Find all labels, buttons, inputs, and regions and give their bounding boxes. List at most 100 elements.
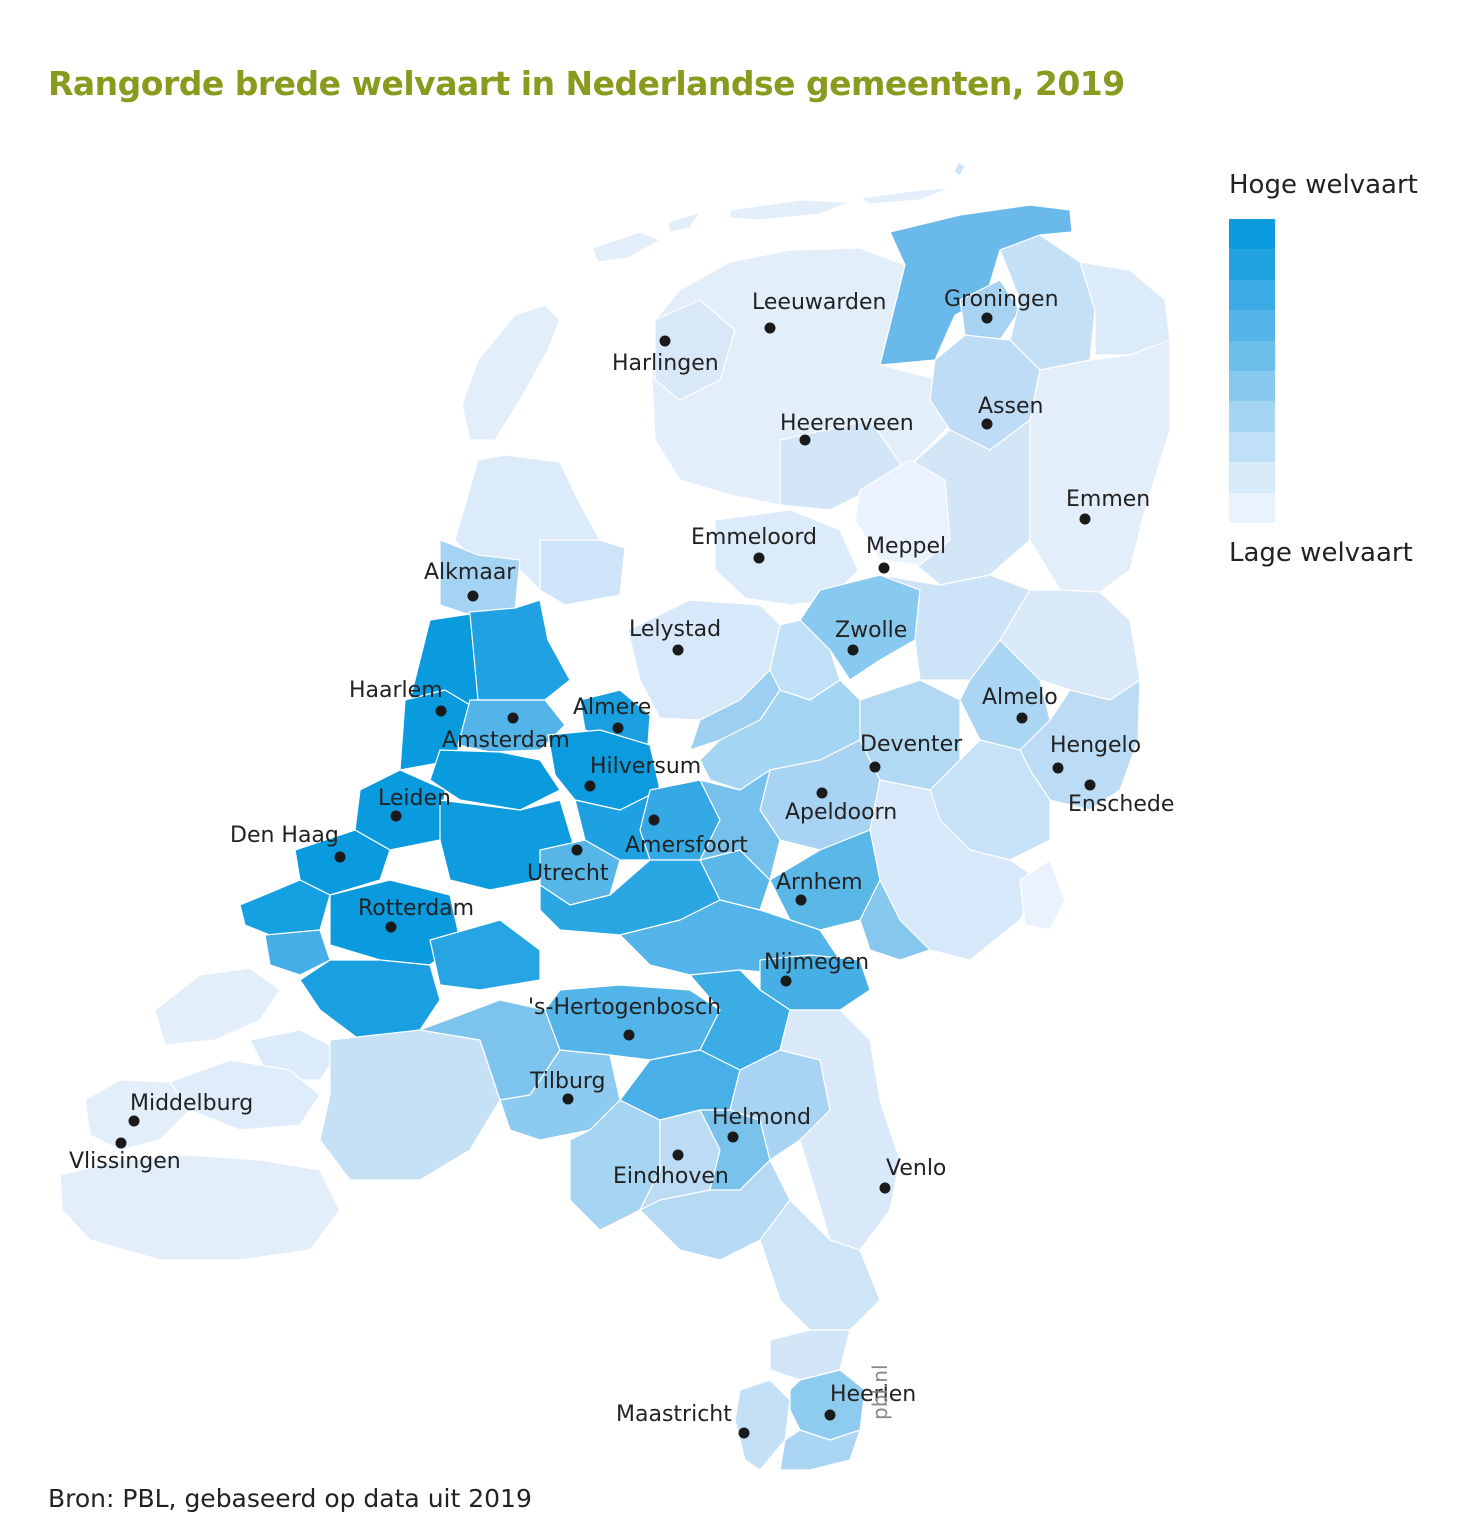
city-assen: Assen bbox=[978, 394, 1043, 430]
region-achterhoek-east bbox=[1019, 859, 1066, 931]
city-amersfoort: Amersfoort bbox=[625, 814, 748, 858]
city-arnhem: Arnhem bbox=[776, 870, 863, 906]
city-dot-assen bbox=[981, 418, 993, 430]
city-dot-arnhem bbox=[795, 894, 807, 906]
region-west-brabant bbox=[319, 1029, 501, 1181]
legend-step-4 bbox=[1229, 310, 1275, 341]
city-label-alkmaar: Alkmaar bbox=[424, 560, 516, 585]
region-drechtsteden bbox=[429, 919, 541, 991]
region-drenthe-west bbox=[854, 459, 951, 566]
region-shapes bbox=[59, 161, 1171, 1471]
city-almere: Almere bbox=[573, 695, 651, 734]
city-label-venlo: Venlo bbox=[886, 1156, 946, 1181]
region-ede bbox=[699, 769, 781, 881]
legend-low-label: Lage welvaart bbox=[1229, 538, 1413, 568]
city-label-haarlem: Haarlem bbox=[349, 678, 443, 703]
legend-step-3 bbox=[1229, 279, 1275, 311]
legend-step-1 bbox=[1229, 219, 1275, 250]
city-markers: Leeuwarden Groningen Harlingen Assen Heerenv… bbox=[69, 287, 1174, 1439]
city-label-tilburg: Tilburg bbox=[529, 1069, 606, 1094]
city-amsterdam: Amsterdam bbox=[442, 712, 570, 753]
city-maastricht: Maastricht bbox=[616, 1402, 750, 1439]
region-amstelland bbox=[429, 749, 561, 811]
region-drenthe-east bbox=[1029, 339, 1171, 593]
city-helmond: Helmond bbox=[712, 1105, 811, 1143]
city-label-meppel: Meppel bbox=[866, 534, 946, 559]
city-label-amsterdam: Amsterdam bbox=[442, 728, 570, 753]
city-dot-enschede bbox=[1084, 779, 1096, 791]
city-dot-emmeloord bbox=[753, 552, 765, 564]
region-voorne-putten bbox=[264, 929, 331, 976]
region-liemers bbox=[859, 879, 931, 961]
city-dot-leiden bbox=[390, 810, 402, 822]
chart-title: Rangorde brede welvaart in Nederlandse g… bbox=[48, 64, 1125, 103]
city-dot-hengelo bbox=[1052, 762, 1064, 774]
legend-high-label: Hoge welvaart bbox=[1229, 170, 1418, 200]
region-amsterdam bbox=[457, 699, 566, 753]
region-groningen-city bbox=[959, 279, 1021, 341]
city-utrecht: Utrecht bbox=[527, 844, 609, 886]
city-vlissingen: Vlissingen bbox=[69, 1137, 181, 1174]
city-heerlen: Heerlen bbox=[824, 1382, 916, 1421]
city-enschede: Enschede bbox=[1068, 779, 1174, 817]
city-dot-venlo bbox=[879, 1182, 891, 1194]
city-dot-amersfoort bbox=[648, 814, 660, 826]
wadden-island-schiermonnikoog bbox=[859, 187, 951, 205]
city-dot-nijmegen bbox=[780, 975, 792, 987]
city-lelystad: Lelystad bbox=[629, 617, 721, 656]
city-dot-rotterdam bbox=[385, 921, 397, 933]
region-maastricht bbox=[734, 1379, 791, 1471]
wadden-island-texel bbox=[461, 304, 561, 441]
city-dot-shertogenbosch bbox=[623, 1029, 635, 1041]
city-dot-denhaag bbox=[334, 851, 346, 863]
region-friesland-west bbox=[654, 299, 736, 401]
city-leiden: Leiden bbox=[378, 786, 451, 822]
legend-step-10 bbox=[1229, 492, 1275, 524]
city-label-vlissingen: Vlissingen bbox=[69, 1149, 181, 1174]
city-groningen: Groningen bbox=[944, 287, 1059, 324]
city-label-apeldoorn: Apeldoorn bbox=[785, 800, 897, 825]
city-label-groningen: Groningen bbox=[944, 287, 1059, 312]
city-haarlem: Haarlem bbox=[349, 678, 447, 717]
city-dot-emmen bbox=[1079, 513, 1091, 525]
city-dot-heerenveen bbox=[799, 434, 811, 446]
source-note: Bron: PBL, gebaseerd op data uit 2019 bbox=[48, 1484, 532, 1513]
city-denhaag: Den Haag bbox=[230, 823, 346, 863]
city-label-denhaag: Den Haag bbox=[230, 823, 339, 848]
region-zeeuws-vlaanderen bbox=[59, 1154, 341, 1261]
region-westland bbox=[239, 879, 331, 936]
region-zuidoost-brabant bbox=[639, 1159, 791, 1261]
city-dot-maastricht bbox=[738, 1427, 750, 1439]
city-label-leiden: Leiden bbox=[378, 786, 451, 811]
city-label-emmeloord: Emmeloord bbox=[691, 525, 817, 550]
city-label-arnhem: Arnhem bbox=[776, 870, 863, 895]
city-label-heerlen: Heerlen bbox=[830, 1382, 916, 1407]
city-dot-zwolle bbox=[847, 644, 859, 656]
city-label-heerenveen: Heerenveen bbox=[780, 411, 914, 436]
city-harlingen: Harlingen bbox=[612, 335, 719, 376]
region-zuid-beveland bbox=[169, 1059, 321, 1131]
region-betuwe bbox=[619, 899, 841, 976]
city-dot-tilburg bbox=[562, 1093, 574, 1105]
city-dot-deventer bbox=[869, 761, 881, 773]
city-label-rotterdam: Rotterdam bbox=[358, 896, 474, 921]
city-leeuwarden: Leeuwarden bbox=[752, 290, 886, 334]
city-label-hengelo: Hengelo bbox=[1050, 733, 1141, 758]
city-dot-meppel bbox=[878, 562, 890, 574]
legend-step-8 bbox=[1229, 431, 1275, 463]
city-middelburg: Middelburg bbox=[128, 1091, 253, 1127]
region-midden-limburg bbox=[759, 1199, 881, 1331]
city-rotterdam: Rotterdam bbox=[358, 896, 474, 933]
city-dot-lelystad bbox=[672, 644, 684, 656]
city-label-middelburg: Middelburg bbox=[130, 1091, 253, 1116]
city-venlo: Venlo bbox=[879, 1156, 946, 1194]
city-dot-hilversum bbox=[584, 780, 596, 792]
city-tilburg: Tilburg bbox=[529, 1069, 606, 1105]
city-alkmaar: Alkmaar bbox=[424, 560, 516, 602]
legend-step-6 bbox=[1229, 371, 1275, 402]
city-label-lelystad: Lelystad bbox=[629, 617, 721, 642]
city-zwolle: Zwolle bbox=[835, 618, 907, 656]
region-heuvelland bbox=[779, 1429, 861, 1471]
city-deventer: Deventer bbox=[860, 732, 963, 773]
